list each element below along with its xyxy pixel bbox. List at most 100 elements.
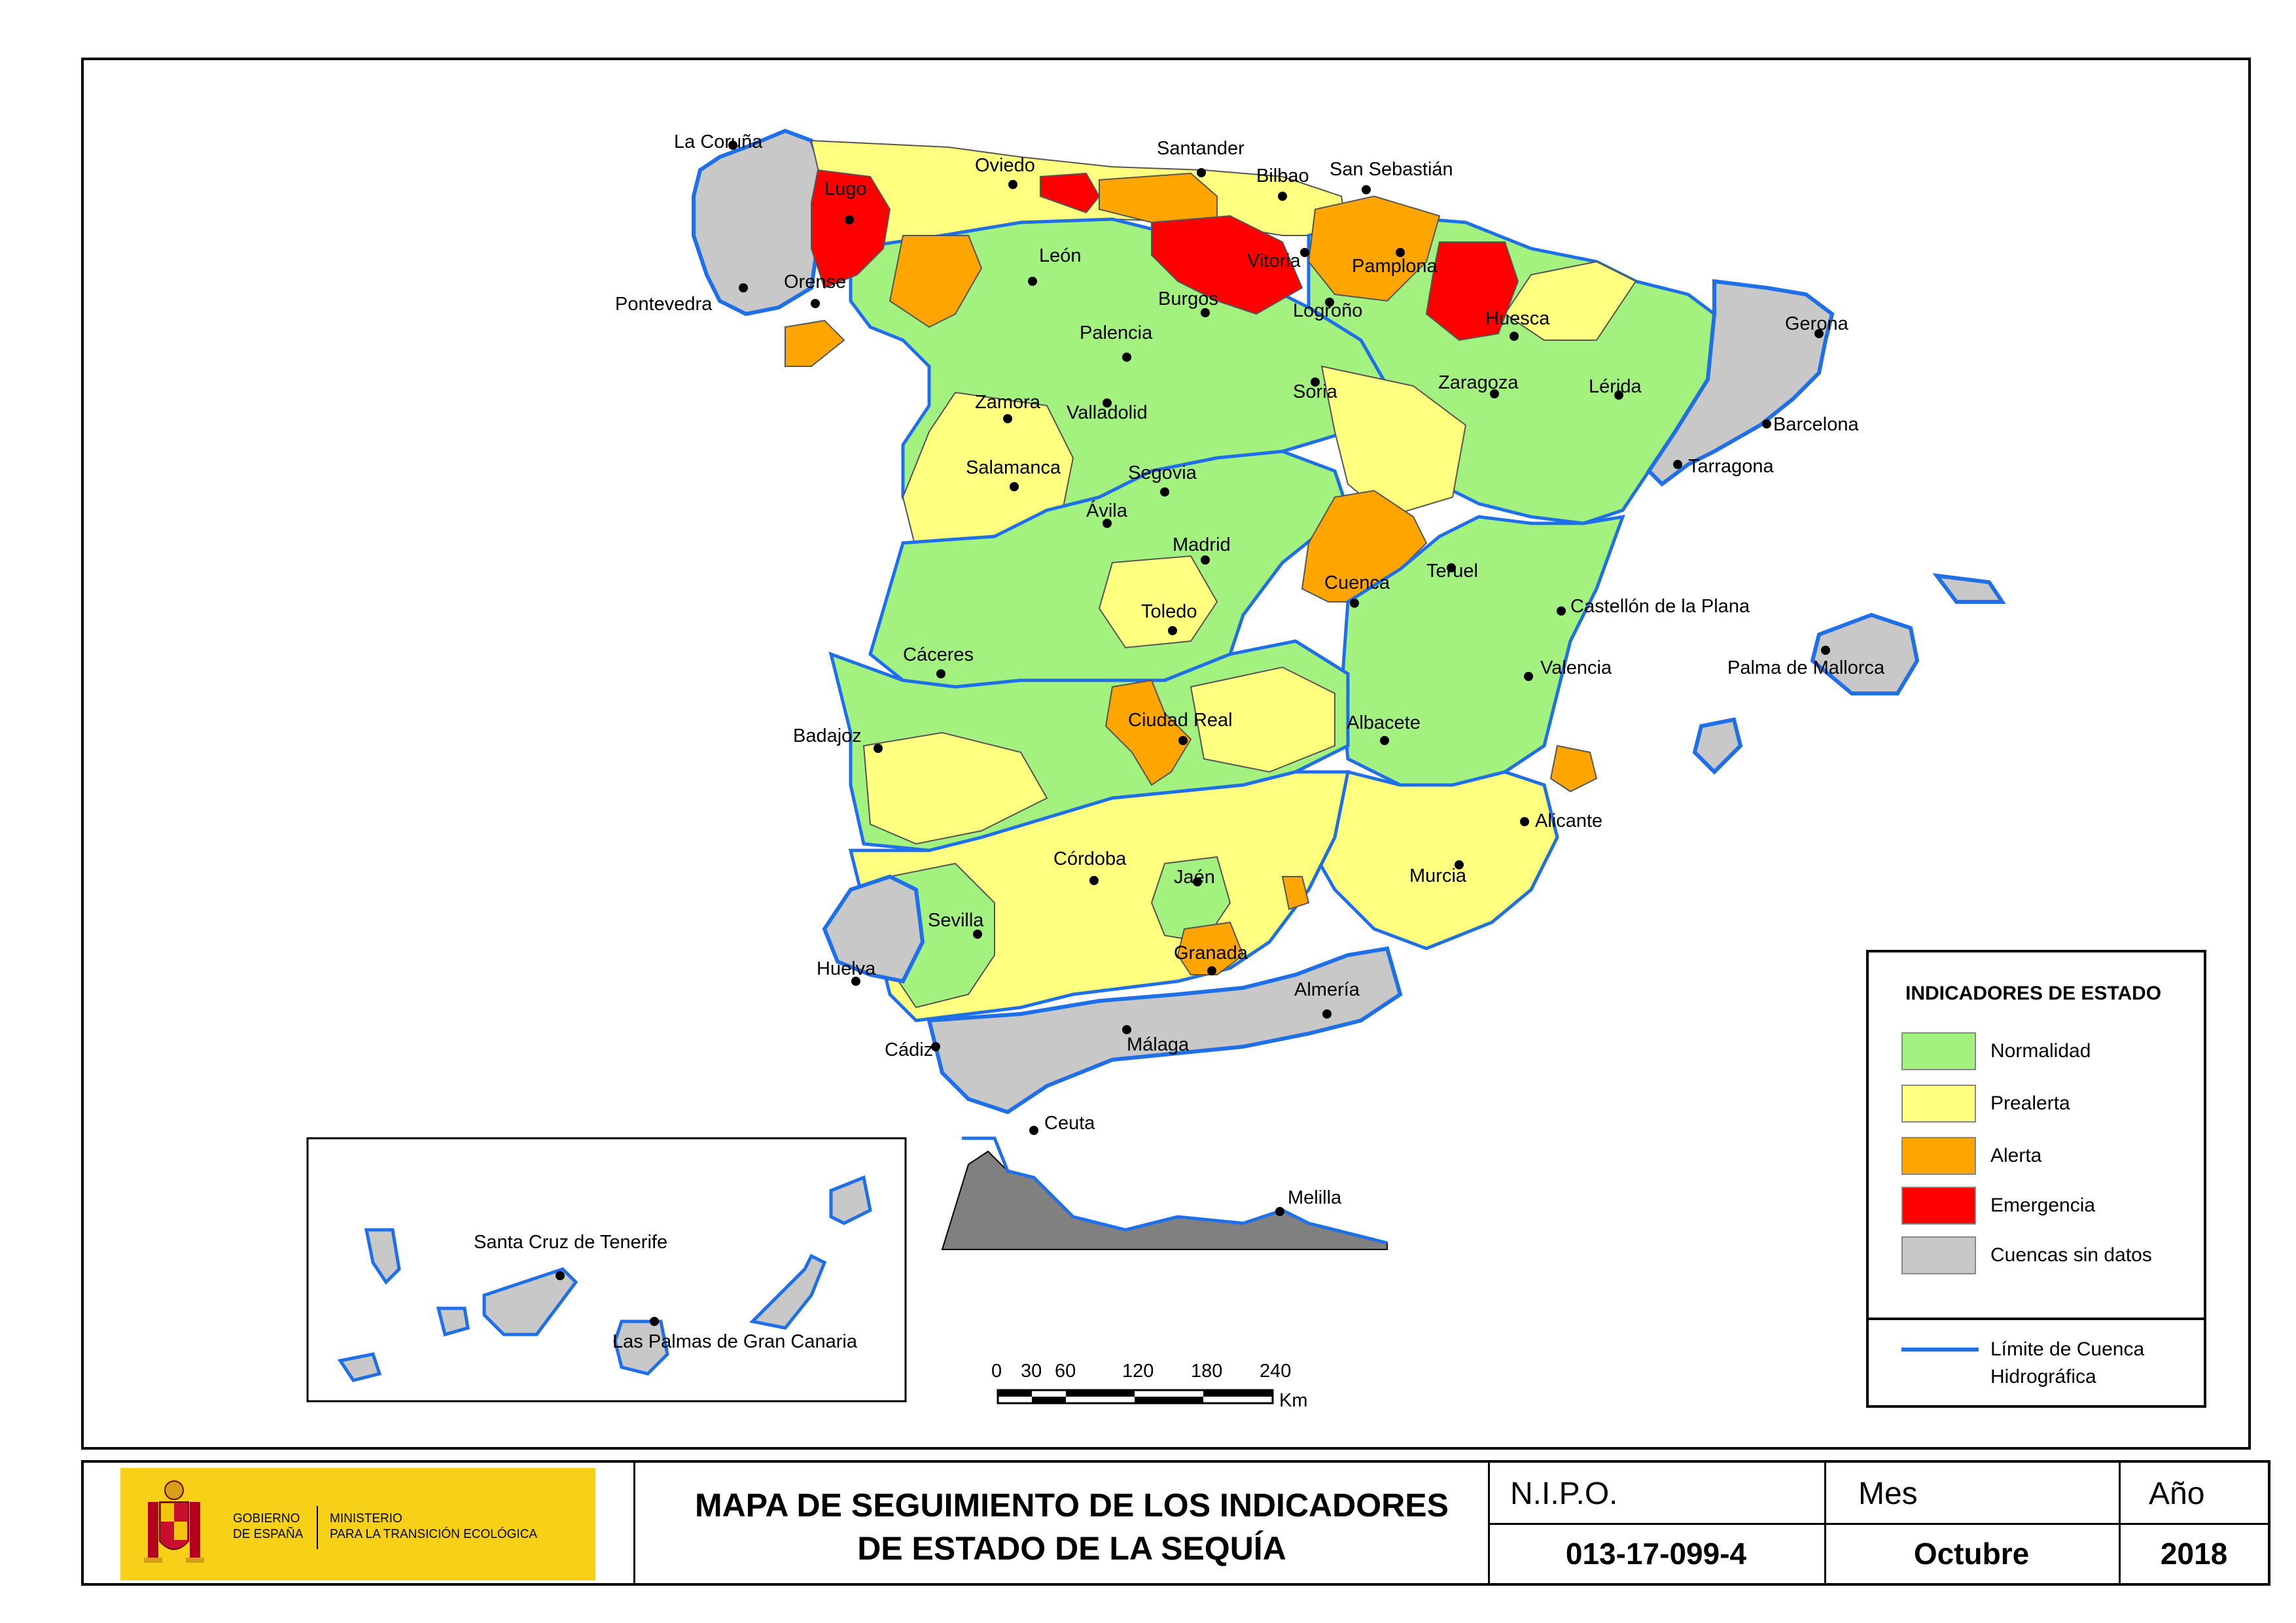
city-marker-vitoria [1300, 248, 1309, 257]
city-marker-toledo [1168, 626, 1177, 635]
city-label-palma-de-mallorca: Palma de Mallorca [1727, 657, 1885, 678]
region-granada-alerta [1176, 921, 1245, 975]
city-marker-tarragona [1673, 460, 1682, 469]
city-label-gerona: Gerona [1785, 313, 1849, 334]
city-marker-alicante [1520, 817, 1529, 826]
city-label-vitoria: Vitoria [1247, 251, 1301, 271]
city-marker-pontevedra [739, 283, 748, 292]
city-marker-soria [1311, 377, 1320, 387]
city-marker-malaga [1122, 1025, 1131, 1034]
legend-swatch [1901, 1187, 1976, 1225]
region-cataluna [1646, 279, 1835, 487]
city-marker-segovia [1160, 487, 1169, 497]
city-marker-jaen [1193, 877, 1202, 886]
legend-swatch [1901, 1032, 1976, 1070]
region-galicia-alerta-2 [785, 319, 845, 367]
city-marker-teruel [1447, 563, 1456, 572]
city-label-albacete: Albacete [1347, 712, 1421, 733]
city-marker-lerida [1614, 391, 1623, 400]
city-marker-valladolid [1103, 398, 1112, 408]
city-marker-orense [811, 299, 820, 308]
map-frame [81, 58, 2251, 1450]
city-marker-caceres [936, 669, 945, 678]
ano-label: Año [2149, 1476, 2205, 1511]
city-label-caceres: Cáceres [903, 644, 974, 665]
city-label-pontevedra: Pontevedra [615, 294, 713, 315]
city-marker-cadiz [931, 1042, 940, 1051]
ano-value: 2018 [2160, 1537, 2228, 1571]
map-title-line-2: DE ESTADO DE LA SEQUÍA [857, 1530, 1286, 1567]
nipo-label: N.I.P.O. [1510, 1476, 1618, 1511]
city-label-granada: Granada [1174, 943, 1248, 964]
city-marker-zamora [1003, 414, 1012, 423]
region-ciudad-real-alerta [1104, 679, 1192, 786]
logo-ministerio-2: PARA LA TRANSICIÓN ECOLÓGICA [330, 1527, 538, 1541]
city-marker-badajoz [874, 744, 883, 753]
region-vitoria-emergencia [1151, 215, 1303, 315]
legend-item-normalidad: Normalidad [1901, 1032, 2189, 1072]
legend-basin-label-2: Hidrográfica [1990, 1366, 2096, 1387]
city-marker-huelva [851, 977, 860, 986]
island-la-palma [364, 1228, 401, 1285]
city-label-logrono: Logroño [1293, 300, 1362, 321]
city-label-las-palmas-de-gran-canaria: Las Palmas de Gran Canaria [612, 1331, 858, 1352]
government-logo: GOBIERNO DE ESPAÑA MINISTERIO PARA LA TR… [120, 1468, 595, 1580]
city-label-alicante: Alicante [1535, 811, 1602, 831]
island-ibiza [1692, 717, 1743, 775]
city-label-huelva: Huelva [817, 958, 876, 979]
legend-item-emergencia: Emergencia [1901, 1187, 2189, 1226]
city-label-bilbao: Bilbao [1256, 166, 1309, 186]
coat-of-arms-icon [144, 1480, 204, 1563]
city-label-cuenca: Cuenca [1324, 572, 1390, 593]
legend-item-prealerta: Prealerta [1901, 1085, 2189, 1124]
city-label-ceuta: Ceuta [1044, 1113, 1095, 1134]
city-label-la-coruna: La Coruña [674, 131, 763, 152]
logo-gobierno-2: DE ESPAÑA [233, 1527, 304, 1541]
region-pamplona-emergencia [1425, 241, 1519, 341]
city-label-badajoz: Badajoz [793, 725, 862, 746]
island-gran-canaria [613, 1319, 669, 1376]
mes-value: Octubre [1913, 1537, 2030, 1571]
city-label-orense: Orense [784, 271, 846, 292]
footer-divider-1 [633, 1463, 635, 1583]
logo-gobierno: GOBIERNO DE ESPAÑA [233, 1511, 303, 1543]
legend-label: Normalidad [1990, 1040, 2091, 1062]
region-huelva [822, 874, 925, 984]
city-marker-melilla [1275, 1207, 1284, 1216]
city-marker-barcelona [1762, 419, 1771, 428]
scale-tick-240: 240 [1260, 1361, 1291, 1382]
region-tajo-centro [1098, 555, 1218, 649]
city-label-toledo: Toledo [1141, 601, 1197, 622]
city-marker-pamplona [1396, 248, 1405, 257]
city-marker-madrid [1201, 555, 1210, 565]
logo-divider [317, 1506, 318, 1549]
city-label-burgos: Burgos [1158, 288, 1218, 309]
city-label-cadiz: Cádiz [885, 1039, 933, 1060]
city-label-huesca: Huesca [1485, 308, 1550, 329]
city-marker-gerona [1814, 329, 1824, 338]
island-el-hierro [337, 1352, 382, 1382]
city-label-avila: Ávila [1086, 500, 1128, 521]
legend-item-alerta: Alerta [1901, 1137, 2189, 1176]
legend-swatch [1901, 1236, 1976, 1274]
city-label-teruel: Teruel [1426, 561, 1478, 582]
nipo-value: 013-17-099-4 [1565, 1537, 1747, 1571]
city-marker-huesca [1510, 332, 1519, 341]
region-guadiana-sur [862, 731, 1048, 845]
city-marker-bilbao [1278, 192, 1287, 201]
map-title: MAPA DE SEGUIMIENTO DE LOS INDICADORES D… [640, 1484, 1504, 1570]
city-label-tarragona: Tarragona [1688, 456, 1774, 477]
city-marker-avila [1103, 519, 1112, 528]
city-marker-albacete [1380, 736, 1389, 745]
city-marker-palencia [1122, 353, 1131, 362]
city-label-valladolid: Valladolid [1067, 402, 1148, 423]
city-label-santa-cruz-de-tenerife: Santa Cruz de Tenerife [474, 1232, 667, 1253]
mes-label: Mes [1858, 1476, 1918, 1511]
region-cuencas-mediterraneas [927, 946, 1403, 1115]
city-marker-santander [1197, 168, 1206, 177]
island-menorca [1932, 573, 2006, 604]
region-navarra-alerta [1307, 195, 1441, 302]
ceuta-melilla-boundary [962, 1136, 1388, 1245]
city-label-zaragoza: Zaragoza [1438, 372, 1519, 393]
